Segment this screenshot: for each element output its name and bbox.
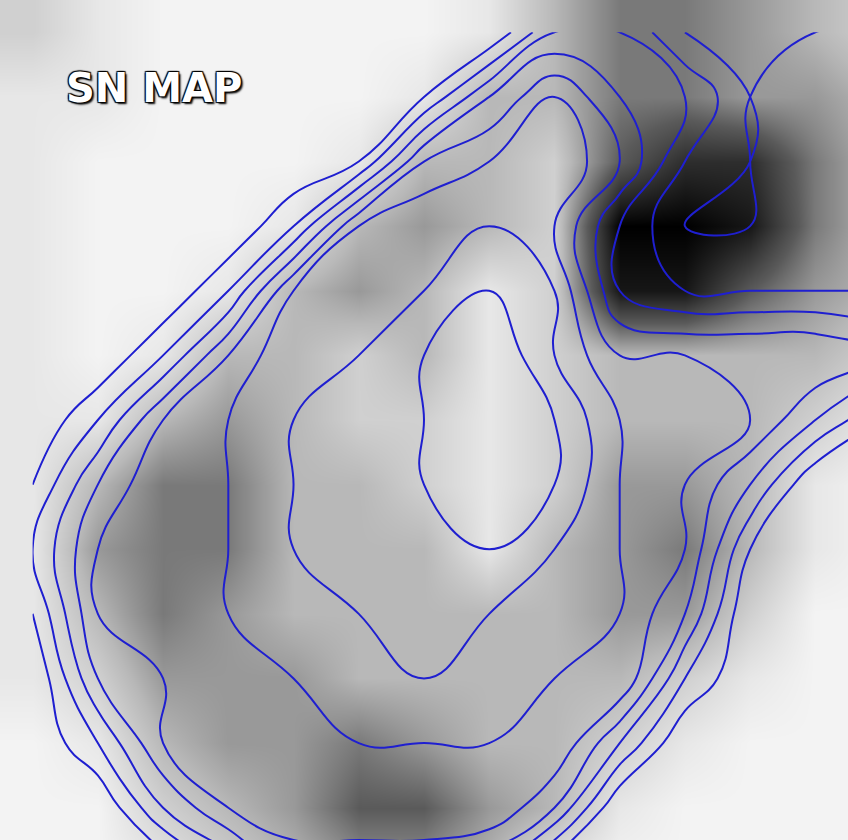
svg-text:SN MAP: SN MAP [66,65,242,111]
